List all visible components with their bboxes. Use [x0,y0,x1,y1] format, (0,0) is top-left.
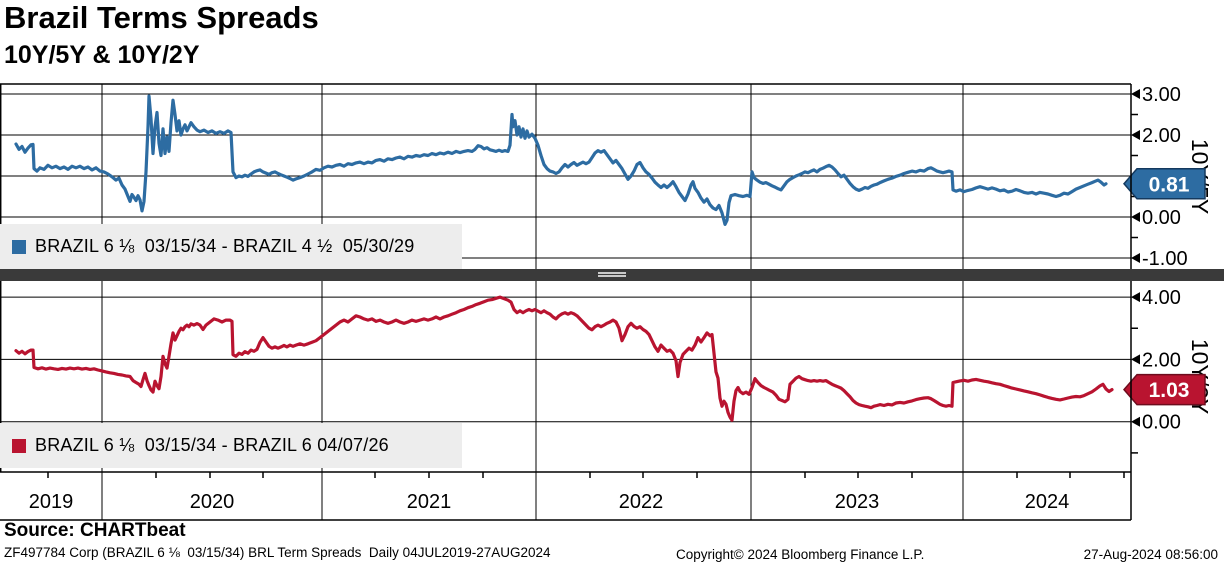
panel-10Y/2Y: 4.002.000.0010Y/2Y1.03 [0,281,1213,472]
legend-label-10y5y: BRAZIL 6 ⅛ 03/15/34 - BRAZIL 4 ½ 05/30/2… [35,236,415,256]
y-tick-label: 2.00 [1142,125,1181,147]
legend-10y2y[interactable]: BRAZIL 6 ⅛ 03/15/34 - BRAZIL 6 04/07/26 [0,423,462,468]
timestamp-text: 27-Aug-2024 08:56:00 [1083,547,1218,562]
security-meta-text: ZF497784 Corp (BRAZIL 6 ⅛ 03/15/34) BRL … [4,545,551,560]
y-tick-label: 0.00 [1142,207,1181,229]
x-year-label: 2019 [29,491,74,513]
y-tick-label: 4.00 [1142,287,1181,309]
last-value-badge-10Y/5Y [1123,168,1206,200]
last-value-badge-10Y/2Y [1123,373,1206,406]
legend-label-10y2y: BRAZIL 6 ⅛ 03/15/34 - BRAZIL 6 04/07/26 [35,435,389,455]
x-year-label: 2022 [619,491,664,513]
legend-10y5y[interactable]: BRAZIL 6 ⅛ 03/15/34 - BRAZIL 4 ½ 05/30/2… [0,224,462,269]
last-value-label-10Y/2Y: 1.03 [1149,379,1190,402]
page-title: Brazil Terms Spreads [4,0,319,35]
y-tick-label: 2.00 [1142,349,1181,371]
chart-frame [0,83,1132,521]
panel-resize-grip-icon[interactable] [598,272,626,277]
y-tick-label: 3.00 [1142,84,1181,106]
x-year-label: 2020 [190,491,235,513]
page-subtitle: 10Y/5Y & 10Y/2Y [4,41,200,69]
y-tick-label: 0.00 [1142,412,1181,434]
source-text: Source: CHARTbeat [4,520,186,541]
x-axis-band: 2019 2020 2021 2022 2023 2024 [29,472,1125,520]
copyright-text: Copyright© 2024 Bloomberg Finance L.P. [676,547,925,562]
panel-10Y/5Y: 3.002.001.000.00-1.0010Y/5Y0.81 [0,84,1213,270]
x-year-label: 2024 [1025,491,1070,513]
series-line-10Y/2Y [14,295,1114,422]
legend-swatch-red-icon [12,438,26,453]
panel-separator [0,269,1224,281]
last-value-label-10Y/5Y: 0.81 [1149,173,1190,196]
legend-swatch-blue-icon [12,239,26,254]
y-tick-label: -1.00 [1142,248,1188,270]
x-year-label: 2023 [835,491,880,513]
series-line-10Y/5Y [14,94,1108,226]
x-year-label: 2021 [407,491,452,513]
